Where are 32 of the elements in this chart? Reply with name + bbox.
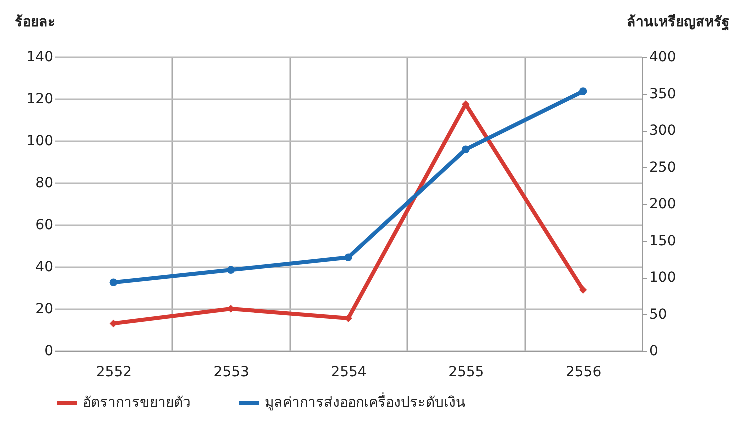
y-tick-label: 140 xyxy=(26,50,54,66)
y-tick-label: 120 xyxy=(26,92,54,108)
x-tick-label: 2553 xyxy=(214,364,250,380)
y2-axis-title: ล้านเหรียญสหรัฐ xyxy=(627,14,730,32)
point xyxy=(579,286,588,294)
y2-tick-label: 0 xyxy=(650,344,658,360)
y-tick-label: 60 xyxy=(36,218,54,234)
y2-tick-label: 50 xyxy=(650,306,668,323)
y2-tick-label: 200 xyxy=(650,196,676,212)
x-tick-label: 2556 xyxy=(566,364,602,380)
y-tick-label: 80 xyxy=(36,176,54,192)
y2-tick-label: 100 xyxy=(650,270,676,286)
point xyxy=(462,146,470,154)
point xyxy=(110,278,118,287)
point xyxy=(227,266,235,274)
y2-tick-label: 400 xyxy=(650,50,676,66)
y2-tick-label: 350 xyxy=(650,86,676,102)
y-tick-label: 0 xyxy=(44,344,54,360)
x-tick-label: 2554 xyxy=(331,364,367,380)
y-axis-title: ร้อยละ xyxy=(15,14,56,30)
point xyxy=(579,88,588,96)
y2-tick-label: 250 xyxy=(650,160,676,176)
y-tick-label: 40 xyxy=(36,260,54,276)
legend-label: มูลค่าการส่งออกเครื่องประดับเงิน xyxy=(265,393,466,411)
y-tick-label: 20 xyxy=(36,302,54,318)
x-tick-label: 2552 xyxy=(96,364,132,380)
legend-label: อัตราการขยายตัว xyxy=(83,395,191,411)
y-tick-label: 100 xyxy=(26,134,54,150)
x-tick-label: 2555 xyxy=(448,364,484,380)
point xyxy=(344,254,352,262)
y2-tick-label: 150 xyxy=(650,233,676,250)
y2-tick-label: 300 xyxy=(650,123,676,139)
